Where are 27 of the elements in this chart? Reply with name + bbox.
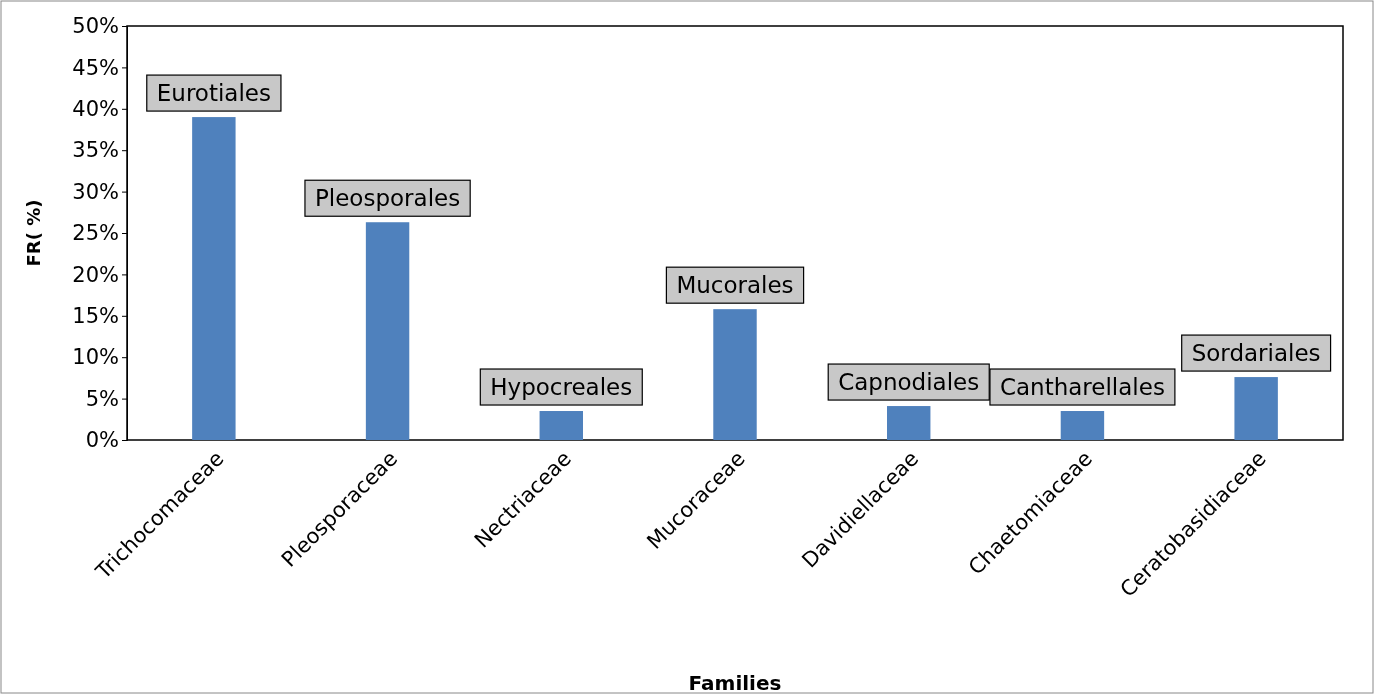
annotation: Cantharellales (999, 374, 1165, 401)
x-axis-title: Families (688, 671, 782, 695)
bar (887, 406, 931, 440)
bar (539, 411, 583, 440)
y-tick-label: 30% (72, 179, 119, 204)
bar (713, 309, 757, 440)
bar (1234, 377, 1278, 440)
y-tick-label: 45% (72, 55, 119, 80)
y-tick-label: 5% (85, 386, 119, 411)
y-tick-label: 40% (72, 97, 119, 122)
y-tick-label: 50% (72, 14, 119, 39)
y-tick-label: 20% (72, 262, 119, 287)
annotation: Hypocreales (490, 374, 633, 401)
y-tick-label: 15% (72, 304, 119, 329)
annotation: Capnodiales (838, 369, 980, 396)
y-tick-label: 35% (72, 138, 119, 163)
y-tick-label: 0% (85, 428, 119, 453)
y-tick-label: 10% (72, 345, 119, 370)
annotation: Sordariales (1191, 340, 1321, 367)
annotation: Mucorales (676, 272, 794, 299)
y-axis-title: FR( %) (23, 199, 44, 267)
annotation: Eurotiales (156, 80, 271, 107)
y-tick-label: 25% (72, 221, 119, 246)
bar (365, 222, 410, 440)
bar (1060, 411, 1105, 440)
annotation: Pleosporales (314, 185, 461, 212)
bar (192, 117, 236, 440)
